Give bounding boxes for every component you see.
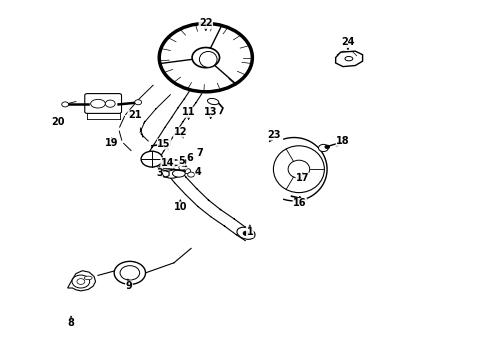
Circle shape [114,261,146,284]
Text: 4: 4 [195,167,202,177]
FancyBboxPatch shape [85,94,122,113]
Circle shape [77,279,85,284]
Circle shape [161,140,171,147]
Text: 7: 7 [196,148,203,158]
Ellipse shape [273,146,324,193]
Circle shape [141,151,163,167]
Circle shape [188,172,195,177]
Ellipse shape [207,98,219,105]
Text: 17: 17 [296,173,310,183]
Ellipse shape [84,276,92,280]
Text: 13: 13 [204,107,218,117]
Text: 22: 22 [199,18,213,28]
Text: 11: 11 [182,107,196,117]
Text: 14: 14 [161,158,174,168]
Polygon shape [284,138,327,201]
Polygon shape [336,51,363,67]
Text: 5: 5 [178,156,185,166]
Circle shape [243,231,249,235]
Text: 24: 24 [341,37,355,48]
Text: 20: 20 [51,117,65,127]
Ellipse shape [105,100,115,107]
Ellipse shape [237,227,255,239]
Circle shape [184,168,191,174]
Ellipse shape [162,165,174,171]
Ellipse shape [91,99,105,108]
Text: 1: 1 [246,227,253,237]
Ellipse shape [192,48,220,68]
Circle shape [72,275,90,288]
Text: 16: 16 [293,198,307,208]
Text: 3: 3 [156,168,163,178]
Circle shape [120,266,140,280]
Text: 10: 10 [173,202,187,212]
Text: 21: 21 [128,110,142,120]
Text: 23: 23 [268,130,281,140]
Circle shape [62,102,69,107]
Text: 8: 8 [68,318,74,328]
Text: 19: 19 [105,138,119,148]
Circle shape [325,145,330,149]
Circle shape [179,165,186,170]
Circle shape [173,160,180,165]
Circle shape [135,100,142,105]
Text: 2: 2 [180,159,187,169]
Ellipse shape [199,51,217,67]
Text: 6: 6 [187,153,194,163]
Circle shape [159,160,184,178]
Ellipse shape [172,170,185,177]
Text: 18: 18 [336,136,350,146]
Text: 15: 15 [157,139,171,149]
Ellipse shape [288,160,310,178]
Circle shape [318,144,328,152]
Text: 12: 12 [173,127,187,137]
Polygon shape [161,171,169,177]
Ellipse shape [345,57,353,61]
Ellipse shape [159,23,252,92]
Ellipse shape [162,159,181,166]
Text: 9: 9 [125,281,132,291]
Polygon shape [68,271,96,291]
